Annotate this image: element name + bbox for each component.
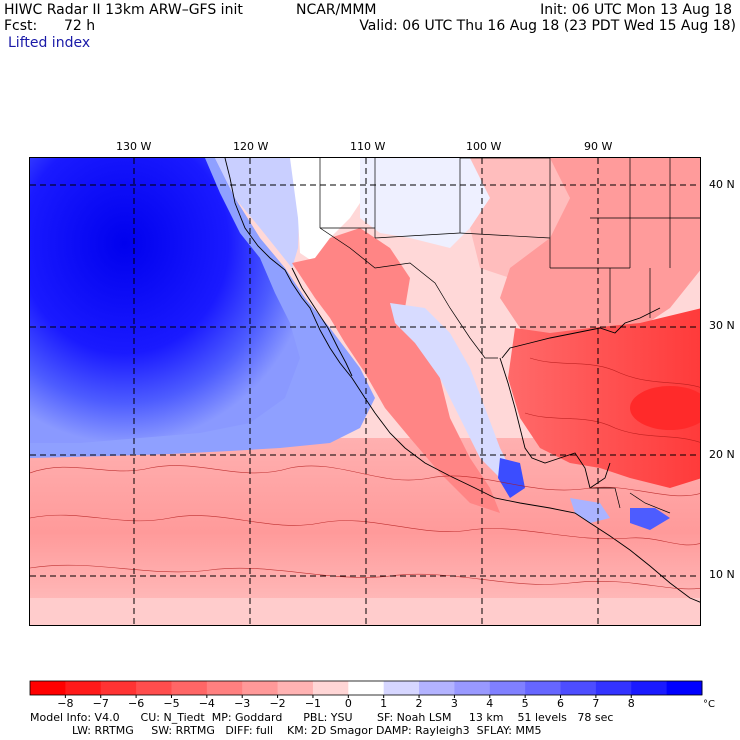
- colorbar-tick-label: −6: [128, 697, 144, 710]
- colorbar-swatch: [30, 681, 66, 695]
- field-name: Lifted index: [8, 35, 91, 51]
- colorbar-tick-label: −7: [93, 697, 109, 710]
- colorbar-tick-label: −2: [269, 697, 285, 710]
- stable-pocket-mexico: [498, 458, 525, 498]
- model-info-line2: LW: RRTMG SW: RRTMG DIFF: full KM: 2D Sm…: [30, 724, 542, 737]
- central-plains: [470, 158, 570, 278]
- colorbar-swatch: [666, 681, 703, 695]
- lat-label-10n: 10 N: [709, 568, 735, 581]
- colorbar-swatch: [419, 681, 455, 695]
- colorbar-tick-label: −3: [234, 697, 250, 710]
- great-basin: [290, 158, 370, 263]
- model-info-line1: Model Info: V4.0 CU: N_Tiedt MP: Goddard…: [30, 711, 614, 724]
- california-coast: [215, 158, 300, 268]
- colorbar-swatch: [206, 681, 243, 695]
- lat-label-40n: 40 N: [709, 178, 735, 191]
- southern-edge: [30, 598, 700, 625]
- gulf-of-mexico: [508, 308, 700, 488]
- colorbar-swatch: [136, 681, 172, 695]
- colorbar-swatch: [312, 681, 349, 695]
- lon-label-100w: 100 W: [466, 140, 502, 153]
- colorbar-tick-label: −8: [57, 697, 73, 710]
- colorbar-swatch: [383, 681, 420, 695]
- map-svg: [30, 158, 700, 625]
- center-name: NCAR/MMM: [296, 2, 377, 18]
- lat-label-30n: 30 N: [709, 319, 735, 332]
- model-title: HIWC Radar II 13km ARW–GFS init: [4, 2, 243, 18]
- lon-label-120w: 120 W: [233, 140, 269, 153]
- colorbar-swatch: [171, 681, 208, 695]
- colorbar-swatch: [242, 681, 279, 695]
- colorbar-tick-label: 3: [451, 697, 458, 710]
- colorbar: −8 −7 −6 −5 −4 −3 −2 −1 0 1 2 3 4 5 6 7 8 °C: [29, 680, 715, 710]
- colorbar-tick-label: 4: [486, 697, 493, 710]
- colorbar-swatch: [560, 681, 597, 695]
- stable-pocket-guatemala: [570, 498, 610, 523]
- colorbar-tick-label: −5: [163, 697, 179, 710]
- colorbar-swatch: [277, 681, 314, 695]
- colorbar-swatch: [100, 681, 137, 695]
- colorbar-swatch: [65, 681, 102, 695]
- lon-label-130w: 130 W: [116, 140, 152, 153]
- stable-pocket-central-america: [630, 508, 670, 530]
- colorbar-swatch: [595, 681, 632, 695]
- sierra-madre-region: [292, 228, 500, 513]
- colorbar-frame: [29, 680, 703, 696]
- tropical-pacific-region: [30, 438, 700, 625]
- forecast-label: Fcst:: [4, 18, 38, 34]
- colorbar-tick-label: 2: [416, 697, 423, 710]
- rockies-region: [360, 158, 490, 248]
- lon-label-110w: 110 W: [350, 140, 386, 153]
- colorbar-tick-label: 5: [522, 697, 529, 710]
- colorbar-swatch: [489, 681, 526, 695]
- colorbar-tick-label: −1: [305, 697, 321, 710]
- colorbar-unit: °C: [703, 699, 715, 710]
- colorbar-swatch: [525, 681, 562, 695]
- colorbar-swatch: [631, 681, 668, 695]
- graticule: [30, 158, 700, 625]
- colorbar-tick-label: −4: [199, 697, 215, 710]
- lon-label-90w: 90 W: [584, 140, 613, 153]
- valid-time: Valid: 06 UTC Thu 16 Aug 18 (23 PDT Wed …: [359, 18, 736, 34]
- colorbar-swatch: [348, 681, 385, 695]
- colorbar-tick-label: 8: [628, 697, 635, 710]
- contours: [30, 357, 700, 590]
- pacific-stable-core: [30, 158, 300, 443]
- colorbar-tick-label: 7: [592, 697, 599, 710]
- lat-label-20n: 20 N: [709, 448, 735, 461]
- political-borders: [319, 158, 700, 514]
- mexican-plateau: [390, 303, 510, 478]
- colorbar-swatch: [454, 681, 491, 695]
- colorbar-tick-label: 1: [380, 697, 387, 710]
- colorbar-tick-label: 0: [345, 697, 352, 710]
- init-time: Init: 06 UTC Mon 13 Aug 18: [540, 2, 732, 18]
- caribbean-unstable-core: [630, 386, 700, 430]
- forecast-hour: 72 h: [64, 18, 96, 34]
- lifted-index-map: [29, 157, 701, 626]
- colorbar-tick-label: 6: [557, 697, 564, 710]
